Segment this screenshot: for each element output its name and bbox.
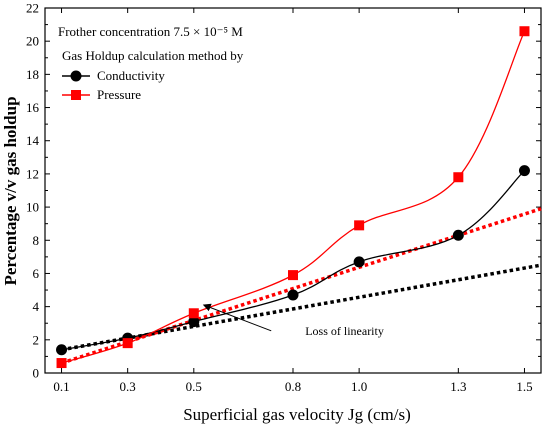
pressure-data-point bbox=[288, 270, 298, 281]
y-tick-label: 20 bbox=[26, 34, 39, 49]
y-tick-label: 4 bbox=[33, 299, 40, 314]
pressure-data-point bbox=[122, 338, 133, 349]
y-tick-label: 6 bbox=[33, 266, 40, 281]
legend-pressure-marker bbox=[71, 90, 81, 100]
legend: Frother concentration 7.5 × 10⁻⁵ M Gas H… bbox=[58, 24, 244, 102]
y-tick-label: 12 bbox=[26, 166, 39, 181]
legend-conductivity-label: Conductivity bbox=[97, 68, 165, 83]
conductivity-data-point bbox=[56, 344, 68, 356]
y-tick-label: 14 bbox=[26, 133, 40, 148]
y-tick-label: 2 bbox=[33, 332, 40, 347]
x-tick-label: 0.1 bbox=[53, 379, 69, 394]
x-tick-label: 0.5 bbox=[186, 379, 202, 394]
conductivity-data-point bbox=[188, 316, 200, 328]
x-tick-label: 0.8 bbox=[285, 379, 301, 394]
pressure-data-point bbox=[56, 358, 67, 369]
y-tick-label: 10 bbox=[26, 200, 39, 215]
legend-pressure-label: Pressure bbox=[97, 87, 141, 102]
x-tick-label: 0.3 bbox=[120, 379, 136, 394]
conductivity-data-point bbox=[353, 256, 365, 268]
x-tick-label: 1.0 bbox=[351, 379, 367, 394]
pressure-data-point bbox=[453, 172, 464, 183]
pressure-data-point bbox=[188, 308, 199, 319]
y-tick-label: 8 bbox=[33, 233, 40, 248]
legend-conductivity-marker bbox=[70, 70, 82, 82]
pressure-linear-fit-line bbox=[60, 207, 542, 365]
concentration-annotation: Frother concentration 7.5 × 10⁻⁵ M bbox=[58, 24, 243, 39]
y-tick-label: 16 bbox=[26, 100, 40, 115]
y-tick-label: 0 bbox=[33, 366, 40, 381]
x-axis-title: Superficial gas velocity Jg (cm/s) bbox=[183, 405, 411, 424]
conductivity-data-point bbox=[287, 289, 299, 301]
y-tick-label: 18 bbox=[26, 67, 39, 82]
x-tick-label: 1.5 bbox=[516, 379, 532, 394]
pressure-data-point bbox=[519, 26, 530, 37]
x-tick-label: 1.3 bbox=[450, 379, 466, 394]
conductivity-data-point bbox=[518, 165, 530, 177]
y-axis-title: Percentage v/v gas holdup bbox=[1, 96, 20, 285]
y-tick-label: 22 bbox=[26, 1, 39, 16]
annotation-loss-of-linearity: Loss of linearity bbox=[305, 324, 384, 338]
annotation-arrow bbox=[202, 303, 272, 332]
legend-title: Gas Holdup calculation method by bbox=[62, 48, 244, 63]
pressure-data-point bbox=[354, 220, 365, 231]
conductivity-curve bbox=[61, 170, 525, 351]
conductivity-data-point bbox=[452, 229, 464, 241]
